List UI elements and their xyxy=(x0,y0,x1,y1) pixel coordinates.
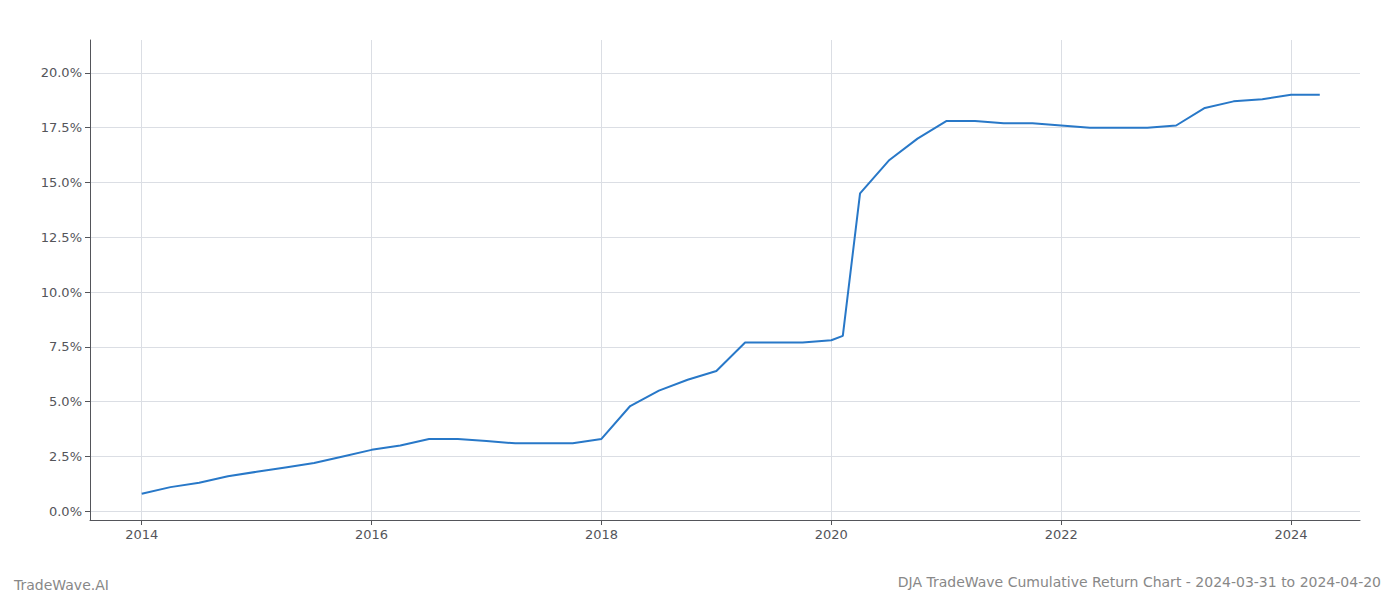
svg-text:7.5%: 7.5% xyxy=(49,339,82,354)
svg-text:DJA TradeWave Cumulative Retur: DJA TradeWave Cumulative Return Chart - … xyxy=(898,574,1381,590)
svg-text:12.5%: 12.5% xyxy=(41,230,82,245)
svg-text:2014: 2014 xyxy=(125,527,158,542)
svg-text:5.0%: 5.0% xyxy=(49,394,82,409)
svg-text:15.0%: 15.0% xyxy=(41,175,82,190)
svg-text:0.0%: 0.0% xyxy=(49,504,82,519)
svg-text:20.0%: 20.0% xyxy=(41,65,82,80)
svg-text:17.5%: 17.5% xyxy=(41,120,82,135)
svg-text:2022: 2022 xyxy=(1045,527,1078,542)
svg-text:2020: 2020 xyxy=(815,527,848,542)
svg-text:2.5%: 2.5% xyxy=(49,449,82,464)
svg-text:2018: 2018 xyxy=(585,527,618,542)
svg-text:2024: 2024 xyxy=(1274,527,1307,542)
svg-text:2016: 2016 xyxy=(355,527,388,542)
svg-text:TradeWave.AI: TradeWave.AI xyxy=(13,577,109,593)
svg-text:10.0%: 10.0% xyxy=(41,285,82,300)
